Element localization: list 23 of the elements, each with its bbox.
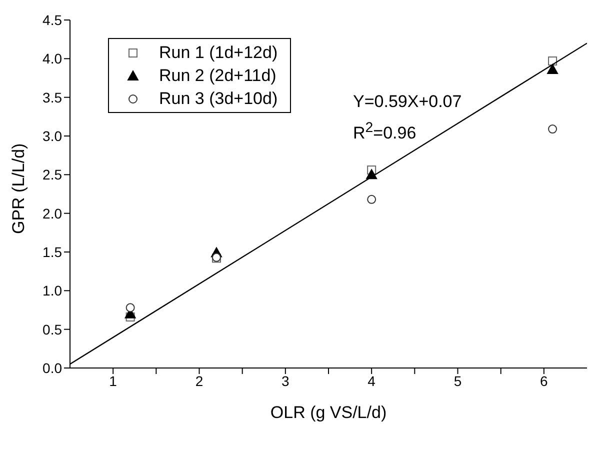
annotation: R$^{2}$=0.96 xyxy=(353,120,416,144)
y-tick-label: 0.0 xyxy=(42,360,62,376)
legend-label: Run 2 (2d+11d) xyxy=(159,66,276,86)
legend-label: Run 3 (3d+10d) xyxy=(159,88,278,108)
y-axis-title: GPR (L/L/d) xyxy=(9,143,28,234)
y-tick-label: 3.0 xyxy=(42,128,62,144)
y-tick-label: 1.5 xyxy=(42,244,62,260)
y-tick-label: 2.0 xyxy=(42,205,62,222)
y-tick-label: 1.0 xyxy=(42,282,62,299)
y-tick-label: 2.5 xyxy=(42,166,62,183)
y-tick-label: 0.5 xyxy=(42,321,62,338)
y-tick-label: 3.5 xyxy=(42,89,62,106)
annotation: Y=0.59X+0.07 xyxy=(353,92,462,112)
legend-label: Run 1 (1d+12d) xyxy=(159,42,278,62)
x-tick-label: 1 xyxy=(109,372,118,389)
x-axis-title: OLR (g VS/L/d) xyxy=(270,403,387,422)
x-tick-label: 4 xyxy=(368,372,376,389)
x-tick-label: 2 xyxy=(195,372,204,389)
y-tick-label: 4.0 xyxy=(42,50,62,67)
y-tick-label: 4.5 xyxy=(42,12,62,28)
x-tick-label: 6 xyxy=(540,372,548,389)
x-tick-label: 5 xyxy=(454,372,462,389)
x-tick-label: 3 xyxy=(282,372,290,389)
